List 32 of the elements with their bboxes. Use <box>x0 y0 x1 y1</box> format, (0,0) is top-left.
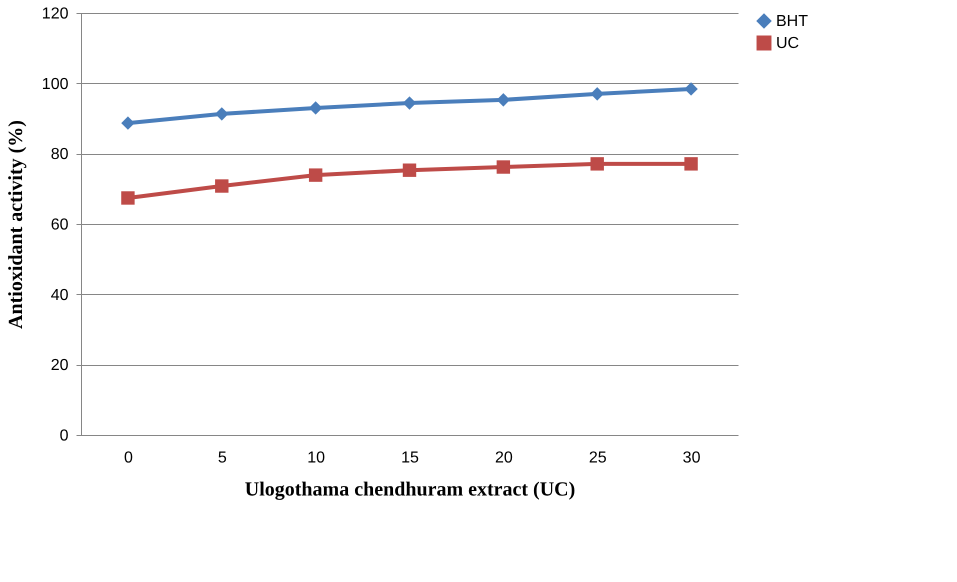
point <box>402 96 416 110</box>
point <box>402 163 416 177</box>
point <box>590 157 604 171</box>
legend-label: UC <box>776 35 800 52</box>
point <box>684 157 698 171</box>
point <box>121 191 135 205</box>
y-tick-label: 120 <box>42 6 69 22</box>
point <box>684 82 698 96</box>
x-tick-label: 15 <box>401 450 419 466</box>
point <box>496 93 510 107</box>
point <box>496 160 510 174</box>
y-tick-label: 60 <box>50 216 69 234</box>
y-tick-label: 40 <box>50 286 69 304</box>
x-tick-label: 5 <box>218 450 227 466</box>
y-axis-title: Antioxidant activity (%) <box>4 120 27 329</box>
y-tick-label: 100 <box>42 76 69 93</box>
point <box>215 179 228 193</box>
point <box>590 87 604 101</box>
legend-label: BHT <box>776 13 808 30</box>
y-tick-label: 0 <box>60 428 69 444</box>
point <box>215 107 228 121</box>
point <box>308 168 322 182</box>
x-tick-label: 10 <box>307 450 326 466</box>
x-tick-label: 20 <box>494 450 513 466</box>
x-axis-title: Ulogothama chendhuram extract (UC) <box>244 478 576 500</box>
x-tick-label: 30 <box>682 450 701 466</box>
y-tick-label: 80 <box>50 146 69 164</box>
x-tick-label: 25 <box>588 450 607 466</box>
x-tick-label: 0 <box>124 450 133 466</box>
point <box>121 116 135 130</box>
y-tick-label: 20 <box>50 357 69 374</box>
point <box>308 101 322 115</box>
